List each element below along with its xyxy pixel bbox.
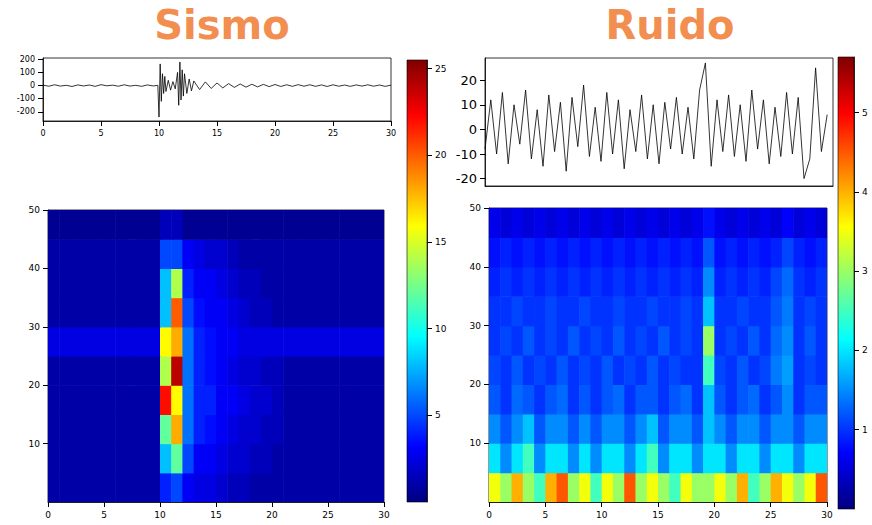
svg-text:40: 40 (29, 263, 41, 273)
svg-text:10: 10 (460, 97, 477, 112)
svg-text:0: 0 (45, 510, 51, 520)
svg-text:50: 50 (470, 203, 482, 213)
svg-text:30: 30 (470, 321, 482, 331)
svg-text:25: 25 (328, 129, 338, 138)
svg-text:2: 2 (862, 345, 868, 355)
svg-text:30: 30 (386, 129, 396, 138)
svg-text:15: 15 (435, 237, 446, 247)
svg-text:15: 15 (210, 510, 221, 520)
svg-text:30: 30 (29, 322, 41, 332)
svg-text:25: 25 (322, 510, 333, 520)
svg-text:25: 25 (435, 64, 446, 74)
svg-text:100: 100 (20, 68, 35, 77)
svg-text:25: 25 (765, 510, 776, 520)
svg-text:5: 5 (862, 108, 868, 118)
svg-text:20: 20 (270, 129, 280, 138)
svg-text:3: 3 (862, 266, 868, 276)
svg-text:0: 0 (469, 122, 477, 137)
svg-text:5: 5 (542, 510, 548, 520)
svg-text:0: 0 (30, 81, 35, 90)
svg-text:50: 50 (29, 205, 41, 215)
svg-text:20: 20 (266, 510, 278, 520)
svg-text:20: 20 (435, 150, 447, 160)
svg-text:0: 0 (40, 129, 45, 138)
svg-text:Ruido: Ruido (605, 2, 734, 48)
svg-text:30: 30 (378, 510, 390, 520)
svg-text:10: 10 (470, 438, 482, 448)
svg-text:20: 20 (29, 380, 41, 390)
svg-text:40: 40 (470, 262, 482, 272)
svg-text:10: 10 (154, 510, 166, 520)
svg-text:Sismo: Sismo (154, 2, 290, 48)
svg-text:15: 15 (652, 510, 663, 520)
svg-text:15: 15 (212, 129, 222, 138)
svg-text:200: 200 (20, 55, 35, 64)
svg-text:20: 20 (470, 379, 482, 389)
svg-text:10: 10 (154, 129, 164, 138)
svg-text:10: 10 (29, 439, 41, 449)
svg-text:5: 5 (98, 129, 103, 138)
svg-text:20: 20 (460, 73, 477, 88)
svg-text:0: 0 (486, 510, 492, 520)
svg-text:-10: -10 (456, 147, 477, 162)
svg-text:-20: -20 (456, 171, 477, 186)
svg-text:-100: -100 (17, 94, 35, 103)
svg-text:10: 10 (596, 510, 608, 520)
svg-text:1: 1 (862, 425, 868, 435)
svg-text:5: 5 (435, 410, 441, 420)
svg-text:5: 5 (101, 510, 107, 520)
svg-text:4: 4 (862, 187, 868, 197)
svg-text:30: 30 (821, 510, 833, 520)
svg-text:-200: -200 (17, 107, 35, 116)
svg-text:10: 10 (435, 324, 447, 334)
svg-text:20: 20 (709, 510, 721, 520)
